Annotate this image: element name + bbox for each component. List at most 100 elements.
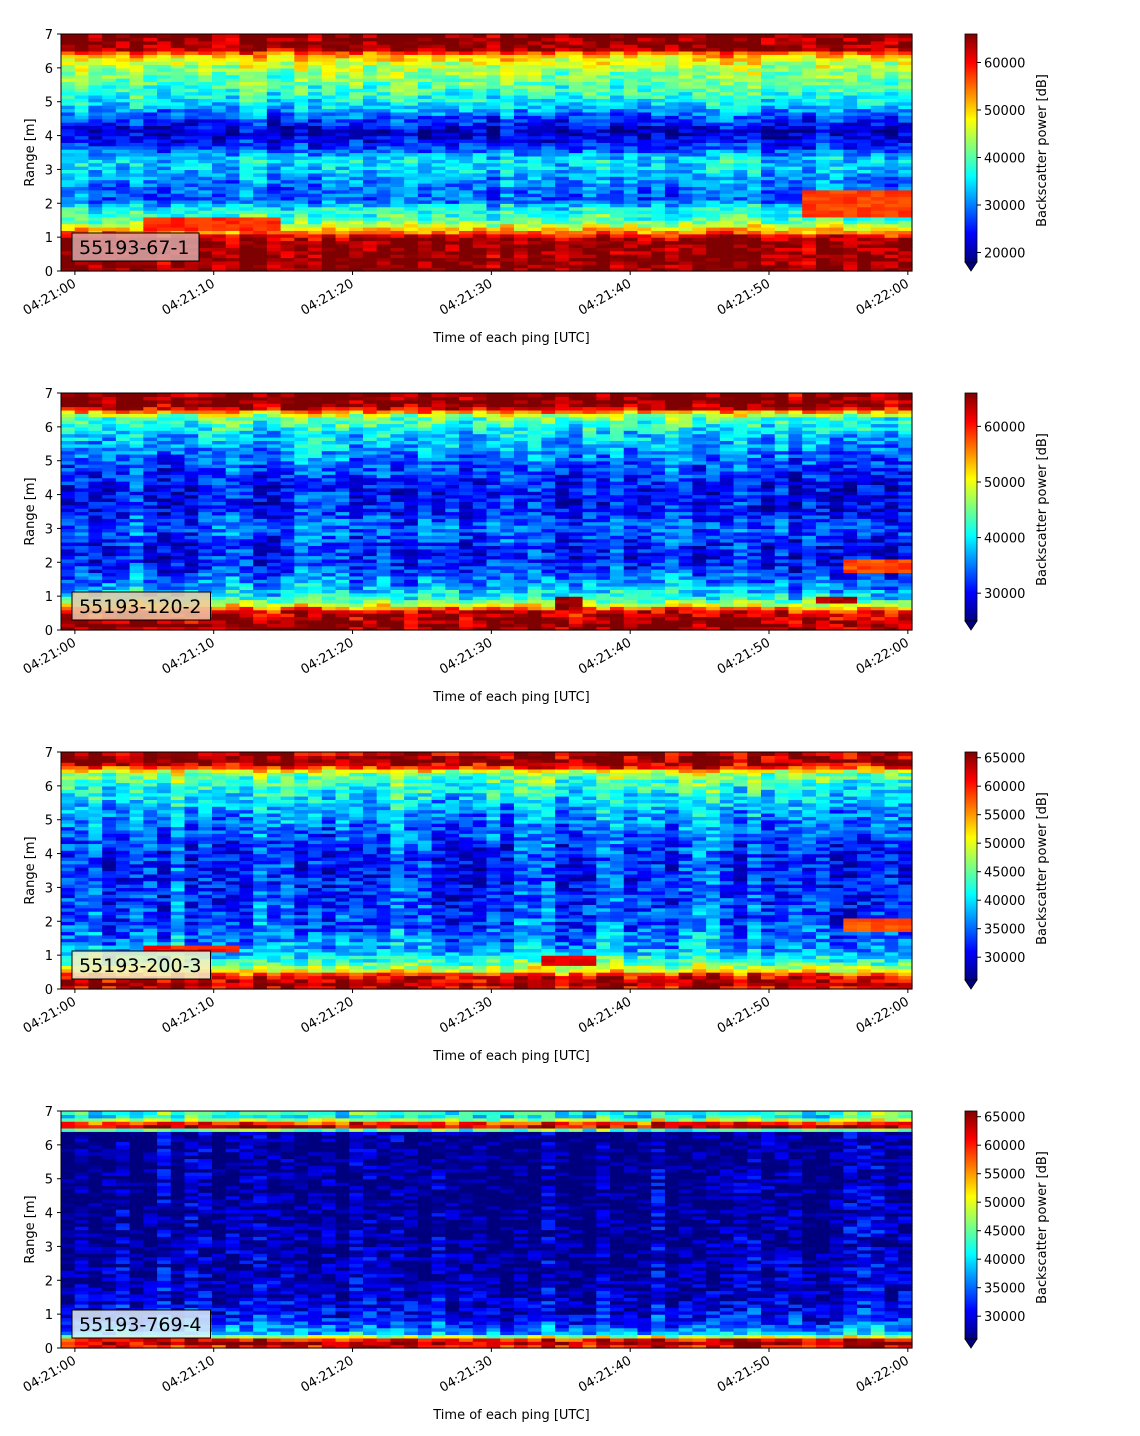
heatmap-cell — [88, 125, 103, 130]
heatmap-cell — [61, 240, 76, 245]
heatmap-cell — [184, 149, 199, 154]
heatmap-cell — [143, 155, 158, 160]
heatmap-cell — [198, 237, 213, 242]
heatmap-cell — [143, 57, 158, 62]
heatmap-cell — [129, 105, 144, 110]
heatmap-cell — [115, 118, 131, 123]
heatmap-cell — [143, 145, 158, 150]
heatmap-cell — [157, 182, 172, 187]
heatmap-cell — [198, 149, 213, 154]
heatmap-cell — [157, 71, 172, 76]
heatmap-cell — [184, 71, 199, 76]
y-tick-label: 0 — [45, 265, 53, 280]
heatmap-cell — [115, 166, 131, 171]
heatmap-cell — [184, 213, 199, 218]
heatmap-cell — [129, 125, 144, 130]
heatmap-cell — [61, 47, 76, 52]
heatmap-cell — [115, 145, 131, 150]
heatmap-cell — [129, 34, 144, 38]
x-tick-label: 04:21:10 — [160, 276, 218, 318]
heatmap-cell — [102, 199, 117, 204]
heatmap-cell — [129, 40, 144, 45]
heatmap-cell — [88, 78, 103, 82]
heatmap-cell — [61, 57, 76, 62]
heatmap-cell — [74, 135, 90, 140]
heatmap-cell — [184, 189, 199, 194]
heatmap-cell — [129, 64, 144, 69]
heatmap-cell — [129, 47, 144, 52]
heatmap-cell — [61, 125, 76, 130]
heatmap-cell — [115, 216, 131, 221]
heatmap-cell — [61, 44, 76, 49]
heatmap-cell — [61, 34, 76, 38]
heatmap-cell — [143, 128, 158, 133]
heatmap-cell — [129, 122, 144, 127]
heatmap-cell — [129, 138, 144, 143]
heatmap-cell — [115, 61, 131, 66]
heatmap-cell — [74, 132, 90, 137]
heatmap-cell — [74, 78, 90, 82]
heatmap-cell — [184, 260, 199, 265]
heatmap-cell — [115, 101, 131, 106]
heatmap-cell — [74, 71, 90, 76]
heatmap-cell — [88, 142, 103, 147]
heatmap-cell — [143, 159, 158, 164]
heatmap-cell — [170, 189, 186, 194]
heatmap-cell — [170, 118, 186, 123]
heatmap-cell — [143, 179, 158, 184]
heatmap-cell — [472, 34, 488, 38]
heatmap-cell — [74, 179, 90, 184]
heatmap-cell — [115, 152, 131, 157]
heatmap-cell — [170, 122, 186, 127]
heatmap-cell — [129, 166, 144, 171]
heatmap-cell — [198, 213, 213, 218]
heatmap-cell — [129, 44, 144, 49]
heatmap-cell — [143, 149, 158, 154]
heatmap-cell — [115, 172, 131, 177]
heatmap-cell — [88, 162, 103, 167]
heatmap-cell — [157, 260, 172, 265]
heatmap-cell — [88, 81, 103, 86]
heatmap-cell — [143, 64, 158, 69]
heatmap-cell — [184, 162, 199, 167]
heatmap-cell — [74, 176, 90, 181]
heatmap-cell — [198, 240, 213, 245]
heatmap-cell — [88, 34, 103, 38]
heatmap-cell — [184, 132, 199, 137]
heatmap-cell — [157, 220, 172, 225]
heatmap-cell — [74, 152, 90, 157]
heatmap-cell — [884, 34, 899, 38]
heatmap-cell — [129, 210, 144, 215]
colorbar-tick-label: 50000 — [984, 104, 1025, 119]
heatmap-cell — [870, 34, 886, 38]
heatmap-cell — [115, 105, 131, 110]
heatmap-cell — [198, 250, 213, 255]
heatmap-cell — [88, 108, 103, 113]
heatmap-cell — [198, 243, 213, 248]
heatmap-cell — [184, 108, 199, 113]
heatmap-cell — [198, 88, 213, 93]
heatmap-cell — [88, 203, 103, 208]
heatmap-cell — [88, 189, 103, 194]
heatmap-cell — [61, 237, 76, 242]
heatmap-cell — [198, 169, 213, 174]
heatmap-cell — [102, 179, 117, 184]
heatmap-cell — [129, 145, 144, 150]
heatmap-cell — [157, 98, 172, 103]
heatmap-cell — [239, 34, 254, 38]
heatmap-cell — [61, 206, 76, 211]
heatmap-cell — [88, 186, 103, 191]
heatmap-cell — [157, 155, 172, 160]
heatmap-cell — [129, 159, 144, 164]
heatmap-cell — [61, 74, 76, 79]
heatmap-cell — [157, 67, 172, 72]
heatmap-cell — [170, 105, 186, 110]
colorbar-tick-label: 40000 — [984, 152, 1025, 167]
heatmap-cell — [184, 179, 199, 184]
heatmap-cell — [843, 34, 858, 38]
heatmap-cell — [198, 172, 213, 177]
heatmap-cell — [184, 74, 199, 79]
heatmap-cell — [157, 37, 172, 42]
heatmap-cell — [88, 84, 103, 89]
heatmap-cell — [115, 67, 131, 72]
